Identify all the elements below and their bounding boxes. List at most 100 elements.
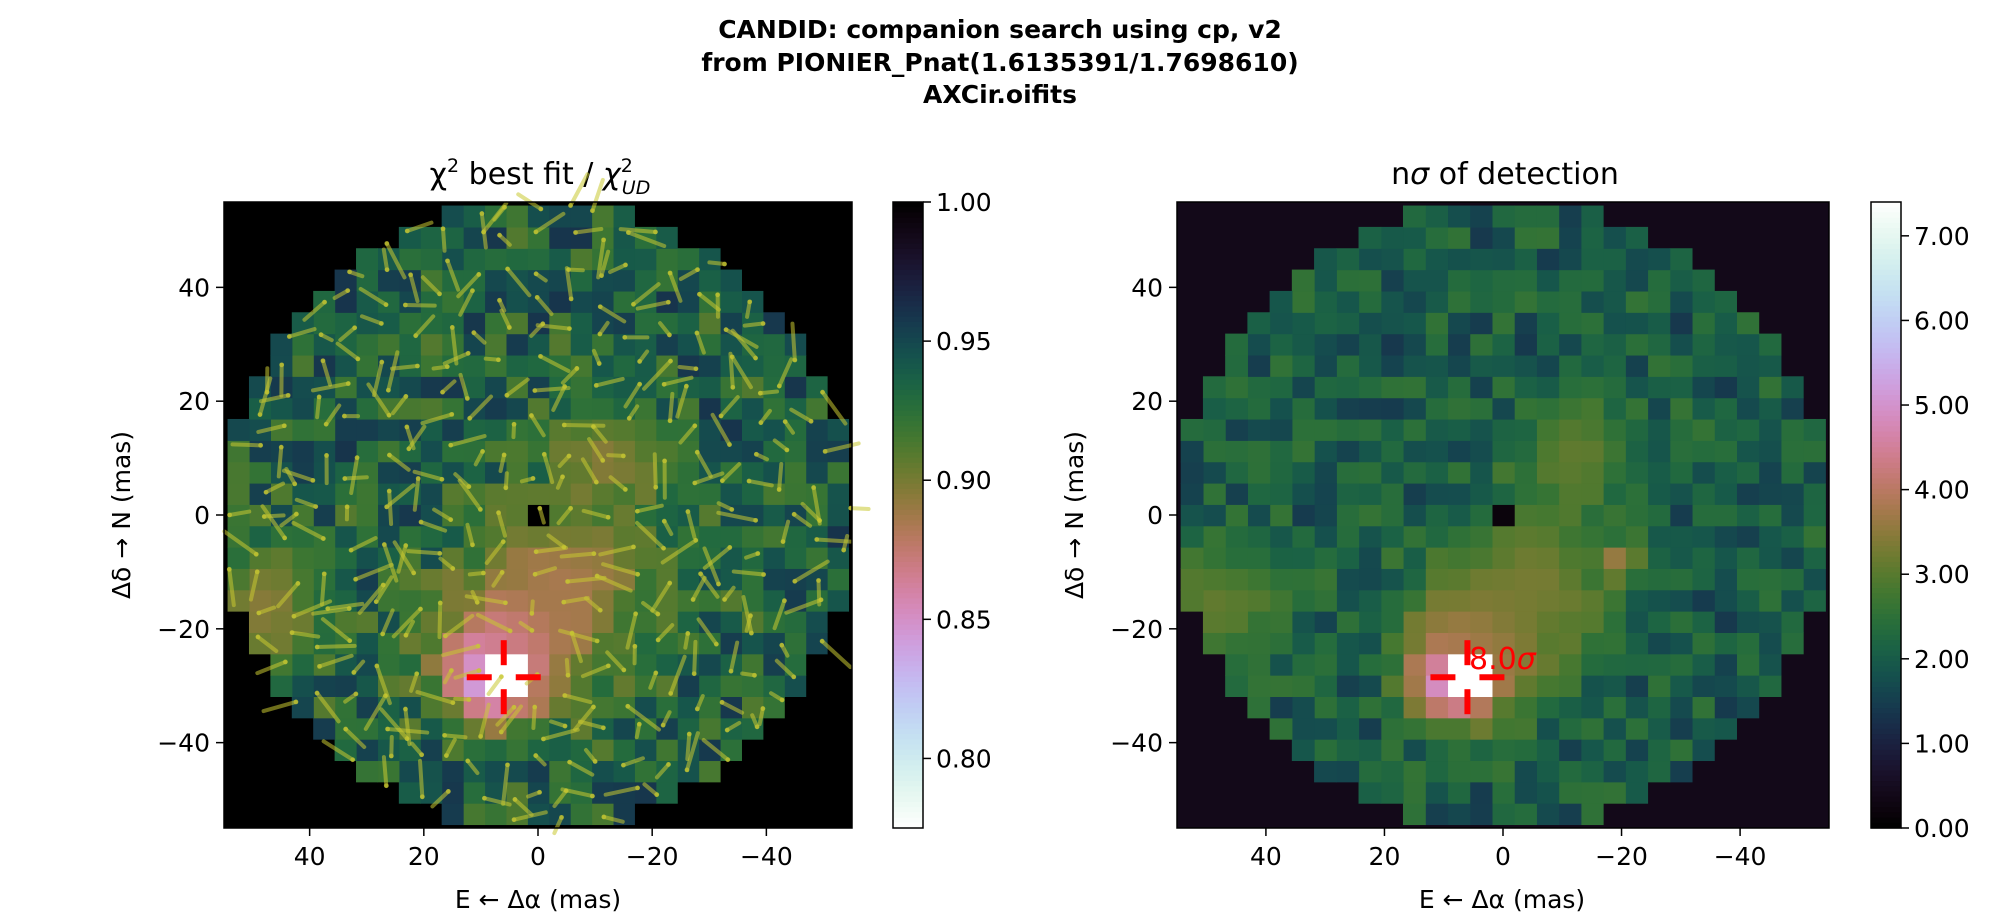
y-tick-label: 40 — [178, 273, 210, 302]
track-segment — [320, 358, 333, 387]
track-point — [568, 296, 574, 302]
heatmap-cell — [1536, 504, 1560, 527]
track-segment — [499, 704, 523, 734]
track-point — [292, 481, 298, 487]
heatmap-cell — [570, 525, 593, 548]
heatmap-cell — [762, 504, 785, 527]
heatmap-cell — [1647, 269, 1671, 292]
track-segment — [668, 654, 687, 696]
track-point — [698, 571, 703, 577]
heatmap-cell — [1225, 525, 1248, 548]
track-segment — [772, 438, 789, 452]
heatmap-cell — [741, 675, 764, 697]
heatmap-cell — [1580, 248, 1604, 271]
track-segment — [728, 351, 735, 390]
track-point — [255, 634, 261, 640]
track-segment — [789, 407, 814, 424]
heatmap-cell — [655, 568, 678, 591]
heatmap-cell — [1447, 760, 1471, 783]
track-point — [780, 539, 786, 545]
colorbar-segment — [893, 254, 923, 260]
heatmap-cell — [1780, 525, 1804, 548]
heatmap-cell — [548, 397, 571, 420]
heatmap-cell — [1269, 418, 1293, 441]
track-point — [470, 288, 475, 294]
heatmap-cell — [1625, 269, 1649, 292]
track-point — [289, 630, 295, 636]
heatmap-cell — [356, 632, 379, 655]
track-segment — [731, 569, 766, 577]
heatmap-cell — [505, 504, 528, 527]
colorbar-segment — [893, 389, 923, 396]
heatmap-cell — [1425, 290, 1449, 313]
heatmap-cell — [591, 205, 614, 228]
x-tick-label: −40 — [1714, 842, 1767, 871]
heatmap-cell — [484, 333, 507, 356]
heatmap-cell — [1447, 504, 1471, 527]
heatmap-cell — [1558, 290, 1582, 313]
track-segment — [648, 670, 658, 690]
heatmap-cell — [1336, 739, 1360, 762]
colorbar-segment — [1871, 358, 1901, 365]
heatmap-cell — [698, 376, 721, 399]
track-point — [404, 228, 410, 234]
heatmap-cell — [1491, 717, 1515, 740]
track-point — [537, 789, 542, 795]
track-point — [505, 762, 510, 768]
colorbar-segment — [1871, 650, 1901, 657]
track-segment — [413, 314, 436, 338]
heatmap-cell — [1514, 333, 1537, 356]
heatmap-cell — [1269, 354, 1293, 377]
heatmap-cell — [677, 696, 700, 719]
track-segment — [499, 308, 512, 330]
heatmap-cell — [1714, 354, 1737, 377]
track-segment — [430, 789, 451, 809]
heatmap-cell — [1469, 760, 1493, 783]
heatmap-cell — [1469, 482, 1493, 505]
heatmap-cell — [1514, 418, 1537, 441]
heatmap-cell — [1514, 589, 1537, 612]
track-point — [637, 381, 643, 387]
colorbar-segment — [1871, 321, 1901, 328]
heatmap-cell — [1269, 290, 1293, 313]
track-segment — [573, 226, 604, 235]
heatmap-cell — [1447, 739, 1471, 762]
heatmap-cell — [719, 525, 742, 548]
heatmap-cell — [420, 760, 443, 783]
colorbar-segment — [893, 447, 923, 453]
heatmap-cell — [291, 653, 314, 676]
heatmap-cell — [698, 739, 721, 762]
track-point — [384, 241, 390, 246]
track-point — [512, 797, 518, 802]
heatmap-cell — [441, 589, 464, 612]
heatmap-cell — [1225, 589, 1248, 612]
heatmap-cell — [1358, 290, 1382, 313]
track-point — [574, 366, 580, 371]
heatmap-cell — [1225, 568, 1248, 591]
heatmap-cell — [677, 248, 700, 271]
heatmap-cell — [313, 547, 336, 569]
track-point — [291, 613, 297, 619]
heatmap-cell — [1425, 248, 1449, 271]
heatmap-cell — [805, 418, 828, 441]
track-point — [404, 424, 410, 430]
chi2-ylabel: Δδ → N (mas) — [107, 431, 136, 599]
heatmap-cell — [1269, 653, 1293, 676]
heatmap-cell — [1536, 461, 1560, 484]
track-point — [686, 731, 692, 737]
heatmap-cell — [1380, 290, 1404, 313]
track-point — [533, 753, 539, 758]
heatmap-cell — [505, 461, 528, 484]
colorbar-segment — [1871, 718, 1901, 725]
colorbar-segment — [893, 348, 923, 354]
track-point — [567, 759, 572, 765]
track-point — [667, 270, 673, 276]
track-point — [592, 759, 598, 764]
heatmap-cell — [1714, 632, 1737, 655]
heatmap-cell — [1225, 482, 1248, 505]
heatmap-cell — [334, 376, 357, 399]
heatmap-cell — [313, 440, 336, 463]
heatmap-cell — [1491, 333, 1515, 356]
heatmap-cell — [784, 632, 807, 655]
